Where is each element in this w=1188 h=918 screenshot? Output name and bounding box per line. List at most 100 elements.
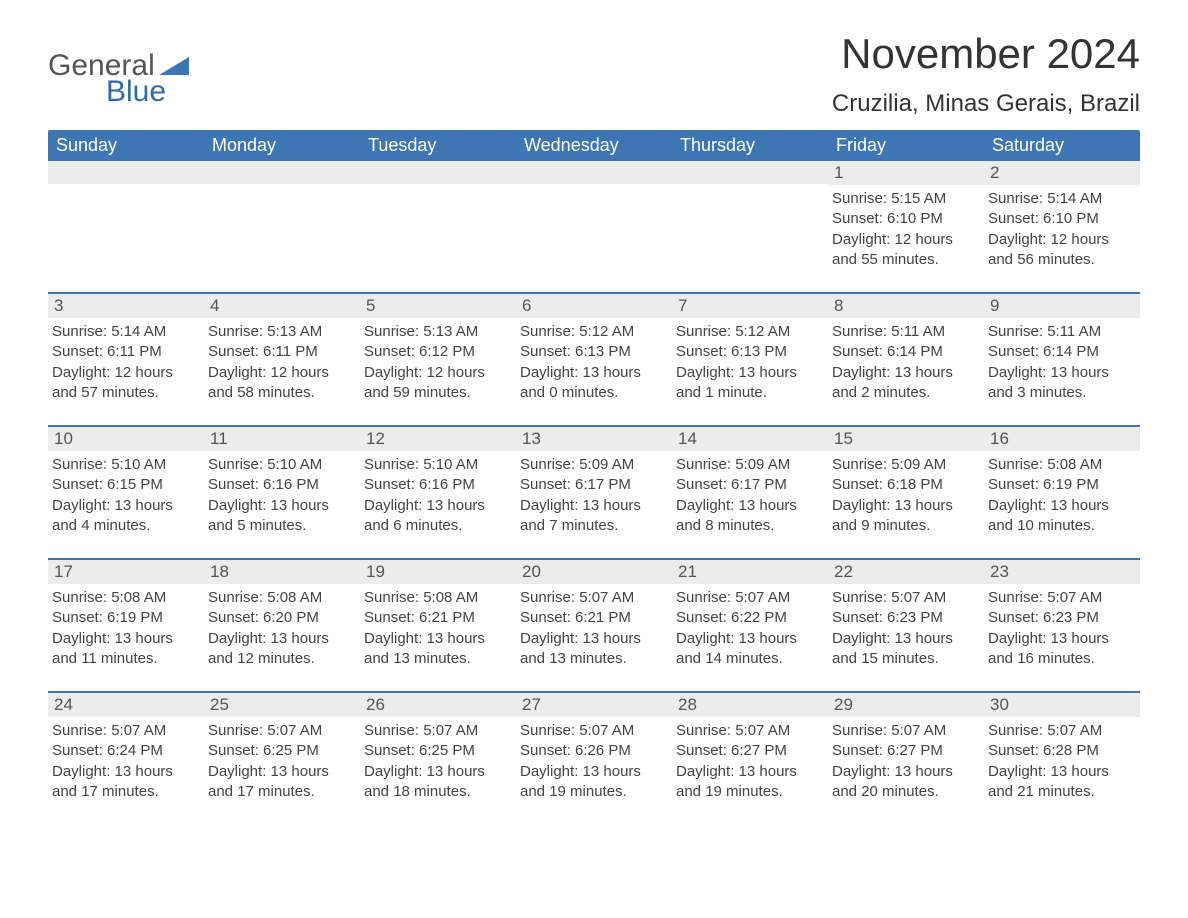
sunset-text: Sunset: 6:28 PM bbox=[988, 741, 1136, 761]
sunset-text: Sunset: 6:21 PM bbox=[364, 608, 512, 628]
day-details: Sunrise: 5:07 AMSunset: 6:23 PMDaylight:… bbox=[984, 584, 1140, 669]
sunset-text: Sunset: 6:17 PM bbox=[520, 475, 668, 495]
day-details: Sunrise: 5:07 AMSunset: 6:24 PMDaylight:… bbox=[48, 717, 204, 802]
sunset-text: Sunset: 6:18 PM bbox=[832, 475, 980, 495]
week-row: 24Sunrise: 5:07 AMSunset: 6:24 PMDayligh… bbox=[48, 691, 1140, 802]
daylight-text: Daylight: 13 hours and 20 minutes. bbox=[832, 762, 980, 803]
day-cell: 9Sunrise: 5:11 AMSunset: 6:14 PMDaylight… bbox=[984, 294, 1140, 403]
sunset-text: Sunset: 6:27 PM bbox=[832, 741, 980, 761]
sunrise-text: Sunrise: 5:09 AM bbox=[832, 455, 980, 475]
weekday-header: Wednesday bbox=[516, 130, 672, 161]
week-row: 17Sunrise: 5:08 AMSunset: 6:19 PMDayligh… bbox=[48, 558, 1140, 669]
day-details: Sunrise: 5:13 AMSunset: 6:11 PMDaylight:… bbox=[204, 318, 360, 403]
sunrise-text: Sunrise: 5:11 AM bbox=[988, 322, 1136, 342]
sunrise-text: Sunrise: 5:07 AM bbox=[52, 721, 200, 741]
day-number: 22 bbox=[828, 560, 984, 584]
daylight-text: Daylight: 13 hours and 0 minutes. bbox=[520, 363, 668, 404]
day-cell: 23Sunrise: 5:07 AMSunset: 6:23 PMDayligh… bbox=[984, 560, 1140, 669]
sunset-text: Sunset: 6:17 PM bbox=[676, 475, 824, 495]
daylight-text: Daylight: 13 hours and 6 minutes. bbox=[364, 496, 512, 537]
day-number: 5 bbox=[360, 294, 516, 318]
day-number: 3 bbox=[48, 294, 204, 318]
daylight-text: Daylight: 13 hours and 13 minutes. bbox=[364, 629, 512, 670]
day-cell bbox=[672, 161, 828, 270]
daylight-text: Daylight: 13 hours and 19 minutes. bbox=[520, 762, 668, 803]
sunrise-text: Sunrise: 5:07 AM bbox=[676, 588, 824, 608]
day-cell bbox=[360, 161, 516, 270]
daylight-text: Daylight: 13 hours and 18 minutes. bbox=[364, 762, 512, 803]
sunrise-text: Sunrise: 5:07 AM bbox=[364, 721, 512, 741]
day-details: Sunrise: 5:09 AMSunset: 6:18 PMDaylight:… bbox=[828, 451, 984, 536]
sunrise-text: Sunrise: 5:12 AM bbox=[520, 322, 668, 342]
day-number: 2 bbox=[984, 161, 1140, 185]
day-details: Sunrise: 5:13 AMSunset: 6:12 PMDaylight:… bbox=[360, 318, 516, 403]
day-details: Sunrise: 5:11 AMSunset: 6:14 PMDaylight:… bbox=[984, 318, 1140, 403]
day-cell bbox=[516, 161, 672, 270]
sunrise-text: Sunrise: 5:11 AM bbox=[832, 322, 980, 342]
sunrise-text: Sunrise: 5:07 AM bbox=[520, 588, 668, 608]
daylight-text: Daylight: 13 hours and 17 minutes. bbox=[208, 762, 356, 803]
day-details: Sunrise: 5:10 AMSunset: 6:15 PMDaylight:… bbox=[48, 451, 204, 536]
day-cell: 17Sunrise: 5:08 AMSunset: 6:19 PMDayligh… bbox=[48, 560, 204, 669]
day-number: 21 bbox=[672, 560, 828, 584]
daylight-text: Daylight: 13 hours and 12 minutes. bbox=[208, 629, 356, 670]
day-number bbox=[48, 161, 204, 184]
sunrise-text: Sunrise: 5:10 AM bbox=[364, 455, 512, 475]
sunrise-text: Sunrise: 5:08 AM bbox=[208, 588, 356, 608]
day-details: Sunrise: 5:08 AMSunset: 6:19 PMDaylight:… bbox=[984, 451, 1140, 536]
weekday-header: Sunday bbox=[48, 130, 204, 161]
sunset-text: Sunset: 6:23 PM bbox=[988, 608, 1136, 628]
day-number bbox=[672, 161, 828, 184]
day-number bbox=[204, 161, 360, 184]
day-cell: 6Sunrise: 5:12 AMSunset: 6:13 PMDaylight… bbox=[516, 294, 672, 403]
sunset-text: Sunset: 6:20 PM bbox=[208, 608, 356, 628]
day-number: 13 bbox=[516, 427, 672, 451]
daylight-text: Daylight: 13 hours and 9 minutes. bbox=[832, 496, 980, 537]
daylight-text: Daylight: 13 hours and 1 minute. bbox=[676, 363, 824, 404]
day-details: Sunrise: 5:07 AMSunset: 6:25 PMDaylight:… bbox=[204, 717, 360, 802]
sunset-text: Sunset: 6:14 PM bbox=[988, 342, 1136, 362]
daylight-text: Daylight: 12 hours and 59 minutes. bbox=[364, 363, 512, 404]
day-cell: 1Sunrise: 5:15 AMSunset: 6:10 PMDaylight… bbox=[828, 161, 984, 270]
day-details: Sunrise: 5:07 AMSunset: 6:26 PMDaylight:… bbox=[516, 717, 672, 802]
sunrise-text: Sunrise: 5:07 AM bbox=[676, 721, 824, 741]
day-details: Sunrise: 5:09 AMSunset: 6:17 PMDaylight:… bbox=[672, 451, 828, 536]
sunrise-text: Sunrise: 5:14 AM bbox=[988, 189, 1136, 209]
week-row: 3Sunrise: 5:14 AMSunset: 6:11 PMDaylight… bbox=[48, 292, 1140, 403]
day-details: Sunrise: 5:07 AMSunset: 6:22 PMDaylight:… bbox=[672, 584, 828, 669]
sunrise-text: Sunrise: 5:07 AM bbox=[208, 721, 356, 741]
day-cell: 30Sunrise: 5:07 AMSunset: 6:28 PMDayligh… bbox=[984, 693, 1140, 802]
title-block: November 2024 Cruzilia, Minas Gerais, Br… bbox=[832, 30, 1140, 124]
sunrise-text: Sunrise: 5:07 AM bbox=[988, 721, 1136, 741]
daylight-text: Daylight: 13 hours and 8 minutes. bbox=[676, 496, 824, 537]
day-cell: 22Sunrise: 5:07 AMSunset: 6:23 PMDayligh… bbox=[828, 560, 984, 669]
day-cell: 25Sunrise: 5:07 AMSunset: 6:25 PMDayligh… bbox=[204, 693, 360, 802]
sunset-text: Sunset: 6:13 PM bbox=[676, 342, 824, 362]
location-subtitle: Cruzilia, Minas Gerais, Brazil bbox=[832, 90, 1140, 118]
sunset-text: Sunset: 6:24 PM bbox=[52, 741, 200, 761]
sunset-text: Sunset: 6:16 PM bbox=[208, 475, 356, 495]
sunrise-text: Sunrise: 5:09 AM bbox=[520, 455, 668, 475]
day-details: Sunrise: 5:10 AMSunset: 6:16 PMDaylight:… bbox=[360, 451, 516, 536]
day-number bbox=[360, 161, 516, 184]
sunrise-text: Sunrise: 5:15 AM bbox=[832, 189, 980, 209]
day-cell: 4Sunrise: 5:13 AMSunset: 6:11 PMDaylight… bbox=[204, 294, 360, 403]
daylight-text: Daylight: 13 hours and 17 minutes. bbox=[52, 762, 200, 803]
daylight-text: Daylight: 12 hours and 57 minutes. bbox=[52, 363, 200, 404]
day-details: Sunrise: 5:10 AMSunset: 6:16 PMDaylight:… bbox=[204, 451, 360, 536]
daylight-text: Daylight: 13 hours and 7 minutes. bbox=[520, 496, 668, 537]
day-details: Sunrise: 5:08 AMSunset: 6:19 PMDaylight:… bbox=[48, 584, 204, 669]
sunset-text: Sunset: 6:23 PM bbox=[832, 608, 980, 628]
day-details: Sunrise: 5:08 AMSunset: 6:20 PMDaylight:… bbox=[204, 584, 360, 669]
day-cell: 28Sunrise: 5:07 AMSunset: 6:27 PMDayligh… bbox=[672, 693, 828, 802]
sunset-text: Sunset: 6:19 PM bbox=[988, 475, 1136, 495]
sunset-text: Sunset: 6:14 PM bbox=[832, 342, 980, 362]
sunrise-text: Sunrise: 5:10 AM bbox=[208, 455, 356, 475]
daylight-text: Daylight: 13 hours and 2 minutes. bbox=[832, 363, 980, 404]
weekday-header: Thursday bbox=[672, 130, 828, 161]
day-number: 10 bbox=[48, 427, 204, 451]
sunset-text: Sunset: 6:22 PM bbox=[676, 608, 824, 628]
day-details: Sunrise: 5:07 AMSunset: 6:27 PMDaylight:… bbox=[672, 717, 828, 802]
sunset-text: Sunset: 6:12 PM bbox=[364, 342, 512, 362]
day-cell: 15Sunrise: 5:09 AMSunset: 6:18 PMDayligh… bbox=[828, 427, 984, 536]
